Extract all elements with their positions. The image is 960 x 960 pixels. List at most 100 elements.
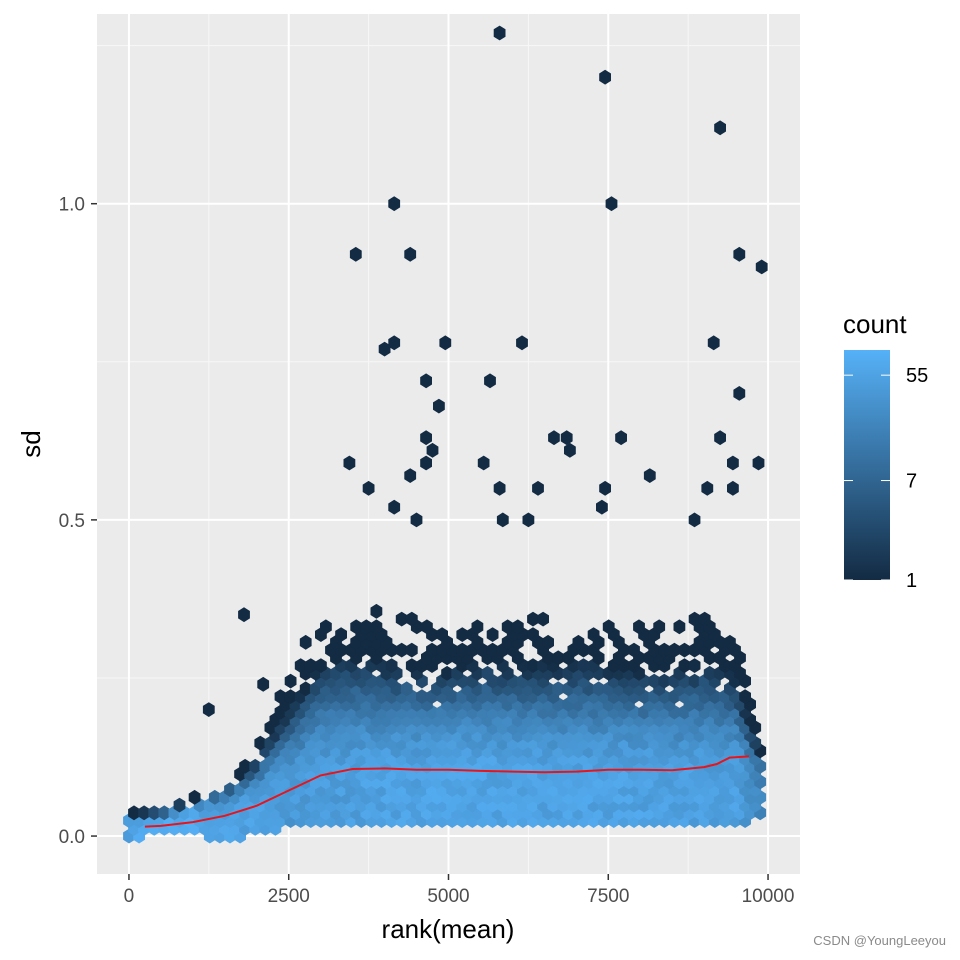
hex-cell-outlier	[599, 480, 611, 496]
hex-cell	[254, 735, 267, 751]
hex-cell-outlier	[484, 373, 496, 389]
y-tick-label: 0.5	[59, 511, 85, 532]
x-axis-title: rank(mean)	[382, 914, 515, 944]
hex-cell	[542, 634, 554, 650]
hex-cell-outlier	[493, 480, 506, 496]
hex-cell-outlier	[477, 455, 490, 471]
hex-cell	[158, 805, 171, 821]
hex-cell-outlier	[496, 512, 509, 528]
hex-cell	[128, 805, 140, 821]
hex-cell	[471, 619, 484, 635]
hex-cell	[527, 611, 539, 627]
hex-cell-outlier	[238, 607, 250, 623]
hex-cell-outlier	[257, 676, 270, 692]
hex-cell-outlier	[560, 430, 573, 446]
hex-cell	[360, 619, 373, 635]
legend-break-label: 7	[906, 471, 917, 493]
hex-cell	[421, 619, 433, 635]
hex-cell	[698, 611, 711, 627]
hex-cell	[577, 658, 590, 673]
hex-cell	[335, 627, 347, 642]
hex-cell-outlier	[439, 335, 452, 351]
y-tick-label: 0.0	[59, 827, 85, 848]
hex-cell-outlier	[615, 430, 627, 446]
hex-cell	[653, 619, 666, 635]
hex-cell-outlier	[548, 430, 560, 446]
hex-cell-outlier	[202, 702, 215, 717]
hexbin-cells	[123, 25, 768, 844]
hex-cell	[395, 611, 408, 627]
trend-lines	[144, 755, 749, 828]
hex-cell	[658, 673, 671, 689]
hex-cell	[688, 658, 701, 673]
hex-cell	[678, 642, 691, 658]
hex-cell-outlier	[688, 512, 701, 528]
hex-cell-outlier	[388, 335, 401, 351]
legend-break-label: 1	[906, 570, 917, 592]
hex-cell	[416, 689, 428, 704]
hex-cell	[294, 658, 307, 673]
hex-cell-outlier	[362, 480, 375, 496]
hex-cell-outlier	[564, 442, 576, 458]
hex-cell	[633, 619, 645, 635]
hex-cell-outlier	[516, 335, 528, 351]
hex-cell	[552, 650, 565, 666]
hex-cell	[537, 611, 549, 627]
hex-cell	[173, 797, 186, 813]
legend: count 1 7 55	[843, 309, 928, 592]
hex-cell-outlier	[707, 335, 720, 351]
watermark: CSDN @YoungLeeyou	[813, 933, 946, 948]
hex-cell	[405, 658, 418, 673]
hex-cell-outlier	[493, 25, 506, 41]
hex-cell	[405, 642, 418, 658]
hex-cell	[284, 673, 297, 689]
hex-cell-outlier	[426, 442, 439, 458]
hex-cell	[481, 665, 494, 681]
x-tick-label: 5000	[427, 886, 469, 907]
hex-cell-outlier	[420, 373, 432, 389]
hex-cell-outlier	[714, 430, 726, 446]
hex-cell	[299, 681, 312, 697]
hex-cell	[678, 658, 691, 673]
hex-cell	[441, 665, 453, 681]
hex-cell-outlier	[596, 499, 608, 515]
hex-cell	[587, 627, 600, 642]
hex-cell	[426, 642, 438, 658]
hex-cell-outlier	[752, 455, 765, 471]
hex-cell-outlier	[727, 480, 739, 496]
hex-cell-outlier	[410, 512, 423, 528]
hex-cell	[400, 681, 413, 697]
y-tick-label: 1.0	[59, 195, 85, 216]
y-axis-title: sd	[16, 430, 46, 457]
trend-line	[144, 755, 749, 828]
hex-cell	[188, 789, 201, 805]
hex-cell-outlier	[643, 468, 656, 483]
hex-cell	[138, 805, 150, 821]
x-tick-label: 2500	[268, 886, 310, 907]
hex-cell	[370, 619, 383, 635]
hex-cell-outlier	[388, 499, 401, 515]
hex-cell	[592, 681, 605, 697]
hex-cell	[239, 758, 251, 774]
hex-cell	[572, 634, 585, 650]
hex-cell-outlier	[404, 246, 417, 262]
hex-cell	[274, 689, 287, 704]
hex-cell	[486, 627, 499, 642]
hex-cell	[658, 642, 671, 658]
hex-cell-outlier	[727, 455, 739, 471]
hex-cell	[249, 758, 262, 774]
hex-cell	[724, 634, 736, 650]
hex-cell	[224, 782, 236, 797]
legend-colorbar	[844, 350, 890, 580]
hex-cell	[405, 611, 418, 627]
hex-cell	[501, 619, 514, 635]
hex-cell-outlier	[388, 196, 401, 212]
hex-cell	[511, 619, 524, 635]
hex-cell	[739, 689, 751, 704]
hex-cell	[208, 789, 221, 805]
hex-cell	[527, 627, 539, 642]
hex-cell-outlier	[433, 398, 445, 414]
hex-cell-outlier	[522, 512, 535, 528]
hex-cell-outlier	[755, 259, 768, 275]
